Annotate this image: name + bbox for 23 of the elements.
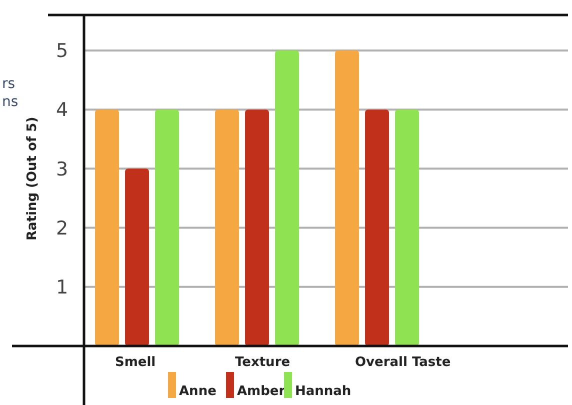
y-tick-label: 2	[56, 217, 68, 240]
bar	[335, 50, 359, 346]
y-tick-label: 3	[56, 158, 68, 180]
legend-label: Hannah	[295, 384, 352, 399]
bar	[125, 168, 149, 346]
text: rs	[2, 76, 16, 92]
bar	[95, 110, 119, 346]
x-tick-label: Texture	[235, 355, 290, 370]
bar	[395, 110, 419, 346]
y-tick-label: 1	[56, 276, 68, 299]
y-tick-label: 5	[56, 40, 68, 62]
bar	[365, 110, 389, 346]
bar	[245, 110, 269, 346]
bar	[275, 50, 299, 346]
text: ns	[2, 94, 18, 110]
y-tick-label: 4	[56, 99, 68, 122]
bar	[215, 110, 239, 346]
y-axis-title: Rating (Out of 5)	[25, 116, 40, 240]
x-tick-label: Smell	[115, 355, 156, 370]
x-tick-label: Overall Taste	[355, 355, 451, 370]
legend-label: Anne	[179, 384, 217, 399]
bar	[155, 110, 179, 346]
legend-label: Amber	[237, 384, 286, 399]
